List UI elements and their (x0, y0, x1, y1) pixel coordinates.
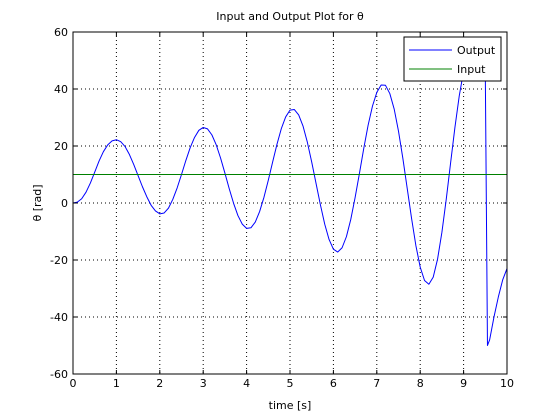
y-tick-label: -20 (50, 254, 68, 267)
x-tick-label: 7 (373, 377, 380, 390)
legend-label-output: Output (457, 44, 496, 57)
x-tick-label: 8 (417, 377, 424, 390)
x-tick-label: 2 (156, 377, 163, 390)
x-tick-label: 9 (460, 377, 467, 390)
legend: Output Input (403, 36, 502, 82)
grid (73, 32, 507, 374)
x-tick-label: 4 (243, 377, 250, 390)
y-tick-label: -40 (50, 311, 68, 324)
x-tick-label: 0 (70, 377, 77, 390)
y-tick-label: 0 (61, 197, 68, 210)
x-axis-label: time [s] (269, 399, 312, 412)
y-tick-label: 40 (54, 83, 68, 96)
y-tick-label: 60 (54, 26, 68, 39)
x-tick-label: 5 (287, 377, 294, 390)
y-axis-label: θ [rad] (31, 184, 44, 221)
x-tick-label: 1 (113, 377, 120, 390)
y-tick-label: -60 (50, 368, 68, 381)
y-tick-label: 20 (54, 140, 68, 153)
x-tick-label: 6 (330, 377, 337, 390)
chart-title: Input and Output Plot for θ (216, 10, 364, 23)
tick-layer: 0 1 2 3 4 5 6 7 8 9 10 -60 -40 -20 0 20 40 60 (50, 26, 514, 390)
series-layer (73, 51, 507, 346)
series-line-output (73, 51, 507, 346)
legend-label-input: Input (457, 63, 486, 76)
x-tick-label: 3 (200, 377, 207, 390)
x-tick-label: 10 (500, 377, 514, 390)
legend-box (403, 36, 502, 82)
